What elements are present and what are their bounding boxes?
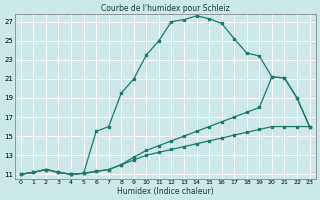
X-axis label: Humidex (Indice chaleur): Humidex (Indice chaleur) bbox=[117, 187, 213, 196]
Title: Courbe de l'humidex pour Schleiz: Courbe de l'humidex pour Schleiz bbox=[101, 4, 229, 13]
